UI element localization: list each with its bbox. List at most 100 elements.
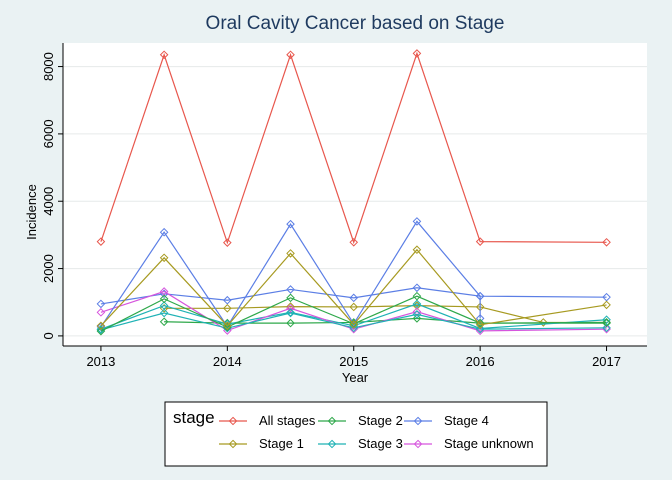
data-point [96, 322, 106, 332]
data-point [475, 324, 485, 334]
legend: stage All stages Stage 2 Stage 4 Stage 1 Sta… [164, 401, 548, 467]
extra-point [286, 302, 295, 311]
extra-point [96, 299, 106, 309]
extra-point [475, 314, 485, 323]
data-point [602, 300, 611, 310]
legend-swatch-marker [413, 439, 423, 449]
series-stage-1 [96, 245, 611, 331]
data-point [286, 50, 295, 60]
extra-point [349, 293, 359, 303]
y-tick-label: 2000 [41, 254, 56, 283]
data-point [475, 237, 485, 246]
data-point [349, 323, 359, 333]
data-point [223, 238, 232, 247]
data-point [286, 249, 295, 258]
data-point [412, 291, 422, 301]
data-point [223, 321, 232, 331]
extra-point [286, 285, 295, 294]
data-point [159, 294, 169, 304]
x-tick-label: 2015 [339, 354, 368, 369]
legend-swatch-marker [228, 439, 238, 449]
data-point [602, 237, 611, 247]
legend-item-stage-1: Stage 1 [219, 436, 304, 451]
data-point [159, 308, 169, 318]
legend-label: Stage 3 [358, 436, 403, 451]
x-tick-label: 2017 [592, 354, 621, 369]
y-tick-label: 4000 [41, 187, 56, 216]
legend-swatch-marker [327, 416, 337, 426]
series-all-stages [96, 49, 611, 247]
series-line [100, 295, 607, 332]
legend-swatch-marker [327, 439, 337, 449]
extra-point [223, 303, 232, 313]
extra-point [286, 318, 295, 328]
data-point [349, 324, 359, 334]
data-point [286, 219, 295, 229]
data-point [96, 308, 106, 317]
data-point [96, 326, 106, 336]
series-line [100, 220, 607, 328]
series-line [100, 51, 607, 245]
data-point [349, 237, 359, 247]
data-point [286, 308, 295, 318]
series-line [100, 248, 607, 327]
chart-title: Oral Cavity Cancer based on Stage [206, 13, 505, 34]
legend-label: All stages [259, 413, 316, 428]
data-point [159, 50, 169, 60]
data-point [602, 323, 611, 333]
legend-item-all-stages: All stages [219, 413, 316, 428]
data-point [349, 320, 359, 329]
legend-item-stage-2: Stage 2 [318, 413, 403, 428]
legend-title: stage [173, 408, 215, 427]
legend-items: All stages Stage 2 Stage 4 Stage 1 Stage 3 St… [219, 413, 534, 451]
data-point [159, 227, 169, 237]
series-stage-3 [96, 308, 611, 335]
x-tick-label: 2013 [86, 354, 115, 369]
extra-point [412, 283, 422, 293]
x-tick-label: 2014 [213, 354, 242, 369]
data-point [96, 325, 106, 335]
legend-swatch-marker [228, 416, 238, 426]
legend-label: Stage 2 [358, 413, 403, 428]
y-tick-label: 0 [41, 332, 56, 339]
extra-point [223, 295, 232, 305]
extra-point [159, 317, 169, 327]
extra-point [412, 314, 422, 323]
legend-item-stage-unknown: Stage unknown [404, 436, 534, 451]
extra-point [539, 318, 548, 327]
y-axis-title: Incidence [24, 184, 39, 240]
extra-point [602, 315, 611, 325]
legend-label: Stage 1 [259, 436, 304, 451]
legend-item-stage-4: Stage 4 [404, 413, 489, 428]
data-point [286, 293, 295, 303]
legend-item-stage-3: Stage 3 [318, 436, 403, 451]
data-point [96, 321, 106, 331]
data-point [602, 318, 611, 327]
data-point [412, 310, 422, 319]
series-layer [96, 49, 611, 336]
x-axis-title: Year [342, 370, 369, 385]
data-point [412, 217, 422, 226]
legend-label: Stage 4 [444, 413, 489, 428]
data-point [475, 320, 485, 330]
data-point [412, 49, 422, 58]
y-tick-label: 6000 [41, 119, 56, 148]
extra-series-line [100, 287, 481, 319]
data-point [475, 291, 485, 301]
legend-swatch-marker [413, 416, 423, 426]
legend-label: Stage unknown [444, 436, 534, 451]
axes: 0 2000 4000 6000 8000 2013 2014 2015 2016 2017 [41, 43, 647, 369]
series-line [100, 290, 607, 332]
extra-point [349, 302, 359, 312]
y-tick-label: 8000 [41, 52, 56, 81]
data-point [96, 237, 106, 246]
extra-series-line [164, 304, 607, 324]
data-point [223, 322, 232, 332]
data-point [412, 245, 422, 255]
legend-box [164, 401, 548, 467]
data-point [159, 253, 169, 263]
series-line [100, 312, 607, 331]
x-tick-label: 2016 [466, 354, 495, 369]
data-point [286, 303, 295, 313]
